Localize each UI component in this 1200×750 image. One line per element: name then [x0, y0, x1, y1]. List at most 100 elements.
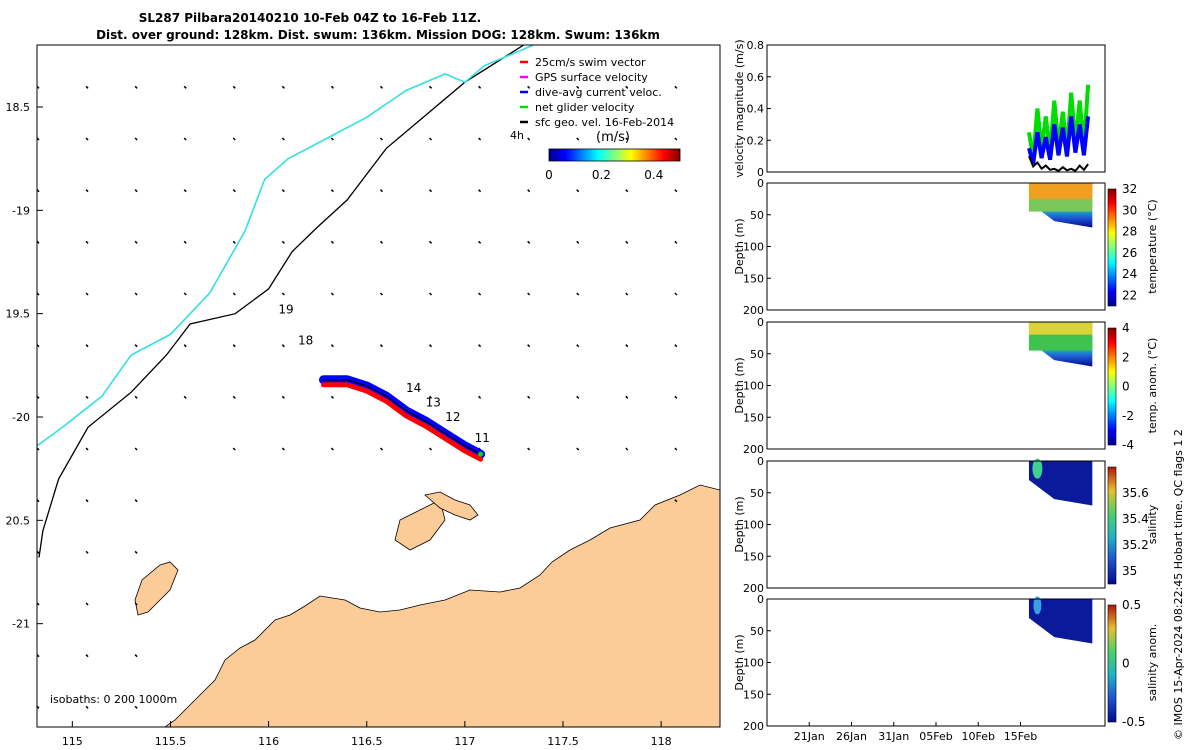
velocity-arrow: [625, 395, 629, 399]
velocity-arrow: [625, 189, 629, 193]
velocity-arrow: [428, 189, 433, 193]
velocity-arrow: [232, 447, 236, 451]
velocity-arrow: [330, 292, 334, 296]
velocity-arrow: [330, 240, 334, 244]
velocity-arrow: [330, 395, 334, 399]
legend-entry: sfc geo. vel. 16-Feb-2014: [535, 116, 674, 129]
panel-y-tick-label: 0.2: [747, 134, 765, 147]
velocity-arrow: [85, 240, 89, 244]
velocity-arrow: [85, 137, 89, 141]
land-mass: [134, 484, 720, 727]
legend-entry: GPS surface velocity: [535, 71, 648, 84]
velocity-arrow: [527, 344, 531, 348]
velocity-arrow: [85, 705, 89, 709]
velocity-arrow: [134, 602, 138, 606]
panel-y-tick-label: 100: [743, 241, 764, 254]
velocity-arrow: [134, 395, 138, 399]
section-high-salinity-patch: [1032, 458, 1043, 479]
day-label: 14: [406, 381, 421, 395]
velocity-arrow: [85, 189, 89, 193]
velocity-arrow: [232, 85, 236, 89]
velocity-arrow: [478, 395, 482, 399]
velocity-arrow: [576, 85, 580, 89]
panel-y-label: velocity magnitude (m/s): [733, 39, 746, 177]
velocity-arrow: [183, 85, 187, 89]
map-axes-box: [36, 44, 721, 728]
velocity-arrow: [85, 499, 89, 503]
map-colorbar-title: (m/s): [596, 130, 630, 145]
velocity-arrow: [527, 447, 531, 451]
velocity-arrow: [576, 395, 580, 399]
swim-vector-track: [321, 382, 484, 462]
panel-y-tick-label: 150: [743, 272, 764, 285]
velocity-arrow: [134, 240, 138, 244]
panel-x-tick-label: 21Jan: [794, 730, 825, 743]
panel-colorbar-tick-label: -4: [1122, 438, 1134, 452]
panel-colorbar: [1107, 188, 1117, 307]
panel-colorbar-tick-label: 22: [1122, 288, 1137, 302]
title-line-1: SL287 Pilbara20140210 10-Feb 04Z to 16-F…: [139, 11, 482, 25]
panel-y-label: Depth (m): [733, 634, 746, 690]
panel-colorbar: [1107, 466, 1117, 585]
panel-colorbar-tick-label: -0.5: [1122, 715, 1145, 729]
velocity-arrow: [134, 292, 138, 296]
panel-colorbar-tick-label: 26: [1122, 246, 1137, 260]
panel-x-tick-label: 10Feb: [962, 730, 995, 743]
panel-colorbar-tick-label: 35: [1122, 564, 1137, 578]
velocity-arrow: [183, 240, 187, 244]
velocity-arrow: [478, 85, 482, 89]
panel-colorbar-tick-label: 30: [1122, 203, 1137, 217]
day-labels: 19 18 14 13 12 11: [278, 303, 490, 445]
panel-y-tick-label: 0.4: [747, 103, 765, 116]
velocity-arrow: [281, 85, 285, 89]
panel-colorbar-tick-label: 0: [1122, 657, 1130, 671]
velocity-arrow: [134, 705, 138, 709]
velocity-arrow: [674, 344, 678, 348]
velocity-arrow: [134, 550, 138, 554]
velocity-arrow: [330, 137, 334, 141]
velocity-arrow: [576, 137, 580, 141]
velocity-arrow: [134, 654, 138, 658]
panel-y-tick-label: 50: [750, 209, 764, 222]
velocity-arrow: [183, 344, 187, 348]
panel-colorbar-tick-label: 28: [1122, 225, 1137, 239]
velocity-arrow: [625, 240, 629, 244]
velocity-arrow: [478, 240, 482, 244]
velocity-arrow: [428, 447, 433, 451]
panel-y-tick-label: 100: [743, 519, 764, 532]
track-end-marker: [478, 451, 484, 457]
day-label: 19: [278, 303, 293, 317]
section-mid-layer: [1028, 198, 1093, 212]
legend-entry: net glider velocity: [535, 101, 635, 114]
velocity-arrow: [428, 292, 433, 296]
mainland-coast: [164, 484, 720, 727]
section-warm-layer: [1028, 322, 1093, 335]
glider-path: [323, 379, 481, 455]
panel-colorbar-tick-label: 0.5: [1122, 598, 1141, 612]
velocity-arrow: [379, 344, 383, 348]
map-colorbar: [548, 148, 681, 162]
velocity-arrow: [183, 395, 187, 399]
velocity-arrow: [576, 344, 580, 348]
map-y-tick-label: 20.5: [6, 514, 31, 527]
velocity-arrow: [281, 137, 285, 141]
map-x-tick-label: 116: [258, 735, 279, 748]
isobath-label: isobaths: 0 200 1000m: [50, 693, 177, 706]
panel-y-tick-label: 0: [757, 316, 764, 329]
velocity-arrow: [576, 189, 580, 193]
section-data: [1028, 461, 1093, 506]
velocity-arrow: [674, 137, 678, 141]
velocity-arrow: [478, 189, 482, 193]
panel-y-label: Depth (m): [733, 496, 746, 552]
velocity-arrow: [183, 292, 187, 296]
velocity-arrow: [85, 85, 89, 89]
panel-y-tick-label: 200: [743, 720, 764, 733]
velocity-arrow: [379, 189, 383, 193]
velocity-arrow: [527, 137, 531, 141]
velocity-arrow: [134, 137, 138, 141]
panel-x-tick-label: 15Feb: [1004, 730, 1037, 743]
temperature-anomaly-section-panel: 0 50 100 150 200 Depth (m) 4 2 0 -2 -4 temp. anom. …: [733, 316, 1159, 456]
panel-y-tick-label: 0.6: [747, 71, 765, 84]
velocity-arrow: [134, 344, 138, 348]
velocity-arrow: [527, 395, 531, 399]
